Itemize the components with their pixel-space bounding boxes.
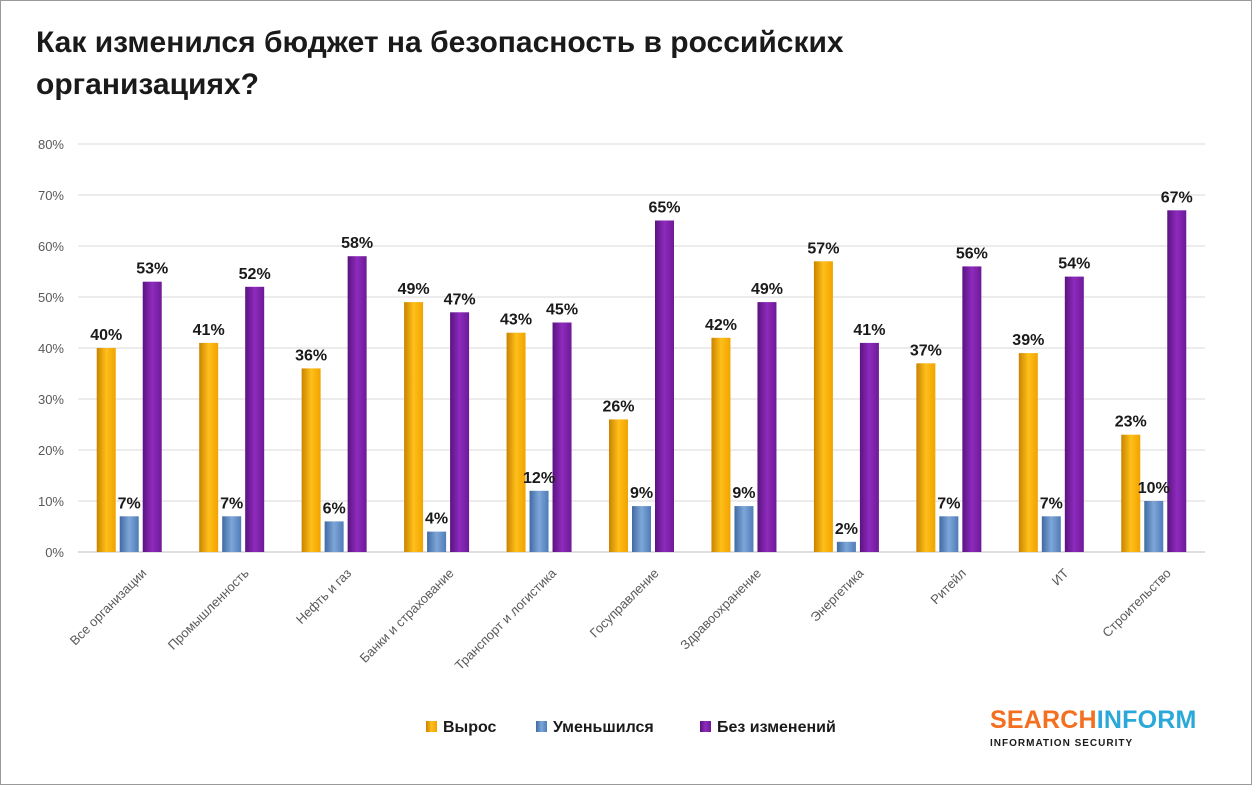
data-label: 36% xyxy=(295,347,327,364)
bar xyxy=(96,348,116,552)
y-tick-label: 80% xyxy=(38,137,64,152)
bar xyxy=(609,419,628,552)
data-label: 41% xyxy=(853,322,885,339)
data-label: 7% xyxy=(220,495,243,512)
data-label: 39% xyxy=(1012,332,1044,349)
chart-title: Как изменился бюджет на безопасность в р… xyxy=(36,26,844,101)
x-tick-label: Строительство xyxy=(1099,566,1174,641)
data-label: 54% xyxy=(1058,256,1090,273)
legend-label: Без изменений xyxy=(717,719,836,736)
bar xyxy=(1144,501,1164,552)
data-label: 67% xyxy=(1161,189,1193,206)
bar xyxy=(142,281,162,552)
bar xyxy=(859,342,879,552)
bar xyxy=(222,516,242,552)
bar xyxy=(347,256,367,552)
data-label: 9% xyxy=(630,485,653,502)
bar xyxy=(836,541,856,552)
bar xyxy=(552,322,572,552)
bar xyxy=(711,337,731,552)
x-tick-label: Транспорт и логистика xyxy=(452,565,560,673)
data-label: 49% xyxy=(751,281,783,298)
data-label: 58% xyxy=(341,235,373,252)
y-tick-label: 20% xyxy=(38,443,64,458)
data-label: 26% xyxy=(602,398,634,415)
data-label: 57% xyxy=(807,240,839,257)
logo-subtitle: INFORMATION SECURITY xyxy=(990,738,1134,749)
x-tick-label: Здравоохранение xyxy=(677,566,764,653)
data-label: 41% xyxy=(193,322,225,339)
bar xyxy=(962,266,982,552)
y-tick-label: 60% xyxy=(38,239,64,254)
data-label: 7% xyxy=(118,495,141,512)
y-tick-label: 50% xyxy=(38,290,64,305)
logo-text-inform: INFORM xyxy=(1096,706,1197,734)
x-tick-label: Все организации xyxy=(67,566,150,649)
bar xyxy=(245,286,265,552)
bar xyxy=(632,506,651,552)
legend-label: Уменьшился xyxy=(553,719,654,736)
x-tick-label: ИТ xyxy=(1049,565,1072,588)
data-label: 7% xyxy=(937,495,960,512)
bar xyxy=(916,363,936,552)
y-tick-label: 40% xyxy=(38,341,64,356)
bar xyxy=(427,531,447,552)
y-tick-label: 70% xyxy=(38,188,64,203)
data-label: 23% xyxy=(1115,414,1147,431)
bar xyxy=(119,516,139,552)
bar xyxy=(939,516,959,552)
bar xyxy=(1167,210,1187,553)
data-label: 9% xyxy=(732,485,755,502)
bar xyxy=(324,521,344,552)
data-label: 10% xyxy=(1138,480,1170,497)
y-tick-label: 0% xyxy=(45,545,64,560)
data-label: 65% xyxy=(648,200,680,217)
data-label: 56% xyxy=(956,245,988,262)
bar xyxy=(757,302,777,552)
bar xyxy=(734,506,754,552)
bar xyxy=(301,368,321,552)
x-tick-label: Промышленность xyxy=(165,565,252,652)
data-label: 4% xyxy=(425,511,448,528)
data-label: 40% xyxy=(90,327,122,344)
data-label: 53% xyxy=(136,261,168,278)
legend-swatch xyxy=(700,721,711,732)
bar xyxy=(529,490,549,552)
data-label: 37% xyxy=(910,342,942,359)
x-tick-label: Госуправление xyxy=(587,566,662,641)
data-label: 47% xyxy=(444,291,476,308)
bar xyxy=(404,302,424,552)
bar xyxy=(1018,353,1038,552)
data-label: 43% xyxy=(500,312,532,329)
bar xyxy=(450,312,470,552)
y-tick-label: 30% xyxy=(38,392,64,407)
x-tick-label: Энергетика xyxy=(807,565,867,625)
x-tick-label: Ритейл xyxy=(927,566,969,608)
data-label: 42% xyxy=(705,317,737,334)
y-tick-label: 10% xyxy=(38,494,64,509)
bar xyxy=(655,220,674,552)
data-label: 2% xyxy=(835,521,858,538)
bar xyxy=(1064,276,1084,552)
bar xyxy=(506,332,526,552)
bar xyxy=(199,342,219,552)
data-label: 6% xyxy=(323,500,346,517)
data-label: 7% xyxy=(1040,495,1063,512)
legend-swatch xyxy=(536,721,547,732)
x-tick-label: Банки и страхование xyxy=(357,566,457,666)
legend-swatch xyxy=(426,721,437,732)
logo-text-search: SEARCH xyxy=(990,706,1097,734)
bar xyxy=(813,261,833,552)
bar xyxy=(1041,516,1061,552)
legend-label: Вырос xyxy=(443,719,497,736)
data-label: 12% xyxy=(523,470,555,487)
data-label: 45% xyxy=(546,302,578,319)
searchinform-logo: SEARCHINFORM INFORMATION SECURITY xyxy=(990,706,1220,749)
data-label: 52% xyxy=(239,266,271,283)
data-label: 49% xyxy=(398,281,430,298)
x-tick-label: Нефть и газ xyxy=(293,565,354,626)
bar xyxy=(1121,434,1141,552)
